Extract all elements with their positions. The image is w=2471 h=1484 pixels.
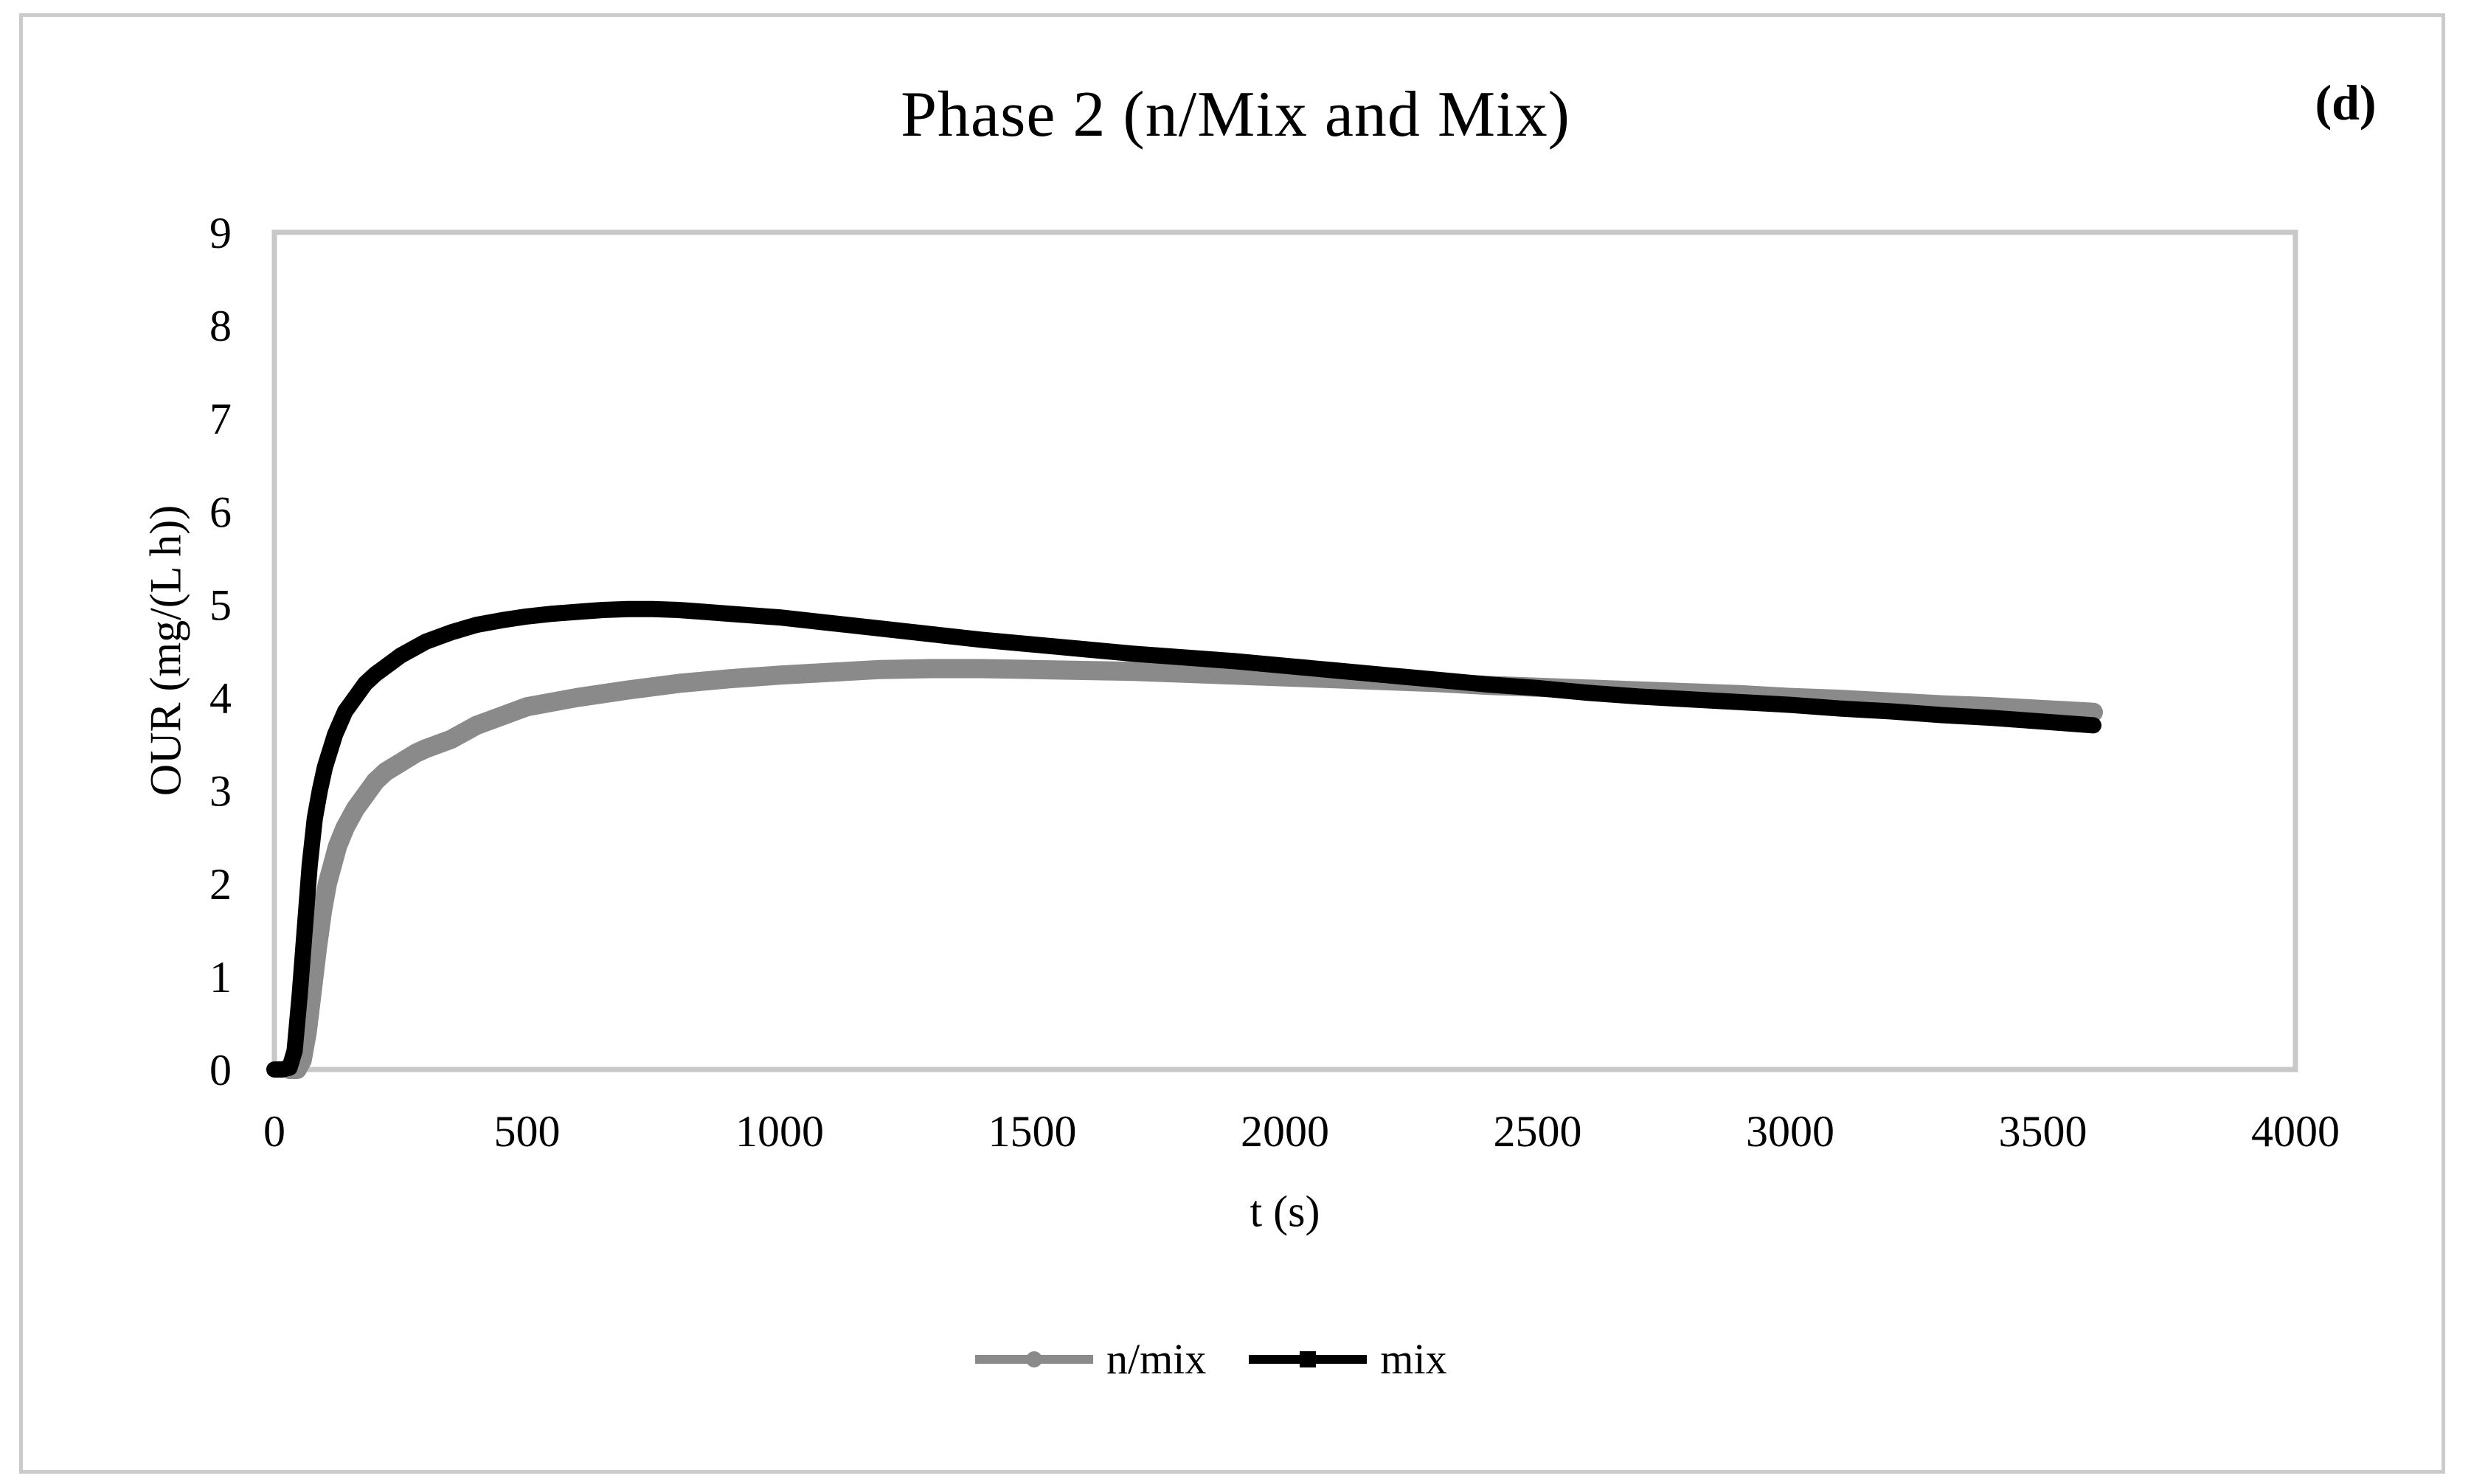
legend-label-mix: mix [1380,1335,1447,1383]
series-curve-n-mix [280,659,2103,1079]
nmix-circle-marker-icon [1026,1351,1042,1367]
nmix-line-swatch [975,1351,1093,1367]
x-tick-label: 0 [263,1107,285,1156]
panel-letter-label: (d) [2315,74,2377,131]
mix-line-swatch [1249,1351,1368,1367]
y-tick-label: 6 [209,488,232,536]
y-tick-label: 4 [209,674,232,723]
chart-legend: n/mix mix [975,1326,1447,1393]
series-curve-mix [266,600,2101,1078]
y-tick-label: 5 [209,580,232,629]
chart-title: Phase 2 (n/Mix and Mix) [901,79,1570,150]
legend-item-mix: mix [1249,1335,1447,1383]
x-tick-label: 3000 [1746,1107,1834,1156]
mix-square-marker-icon [1300,1351,1317,1367]
y-tick-label: 2 [209,860,232,909]
y-tick-label: 7 [209,395,232,443]
x-tick-label: 3500 [1999,1107,2087,1156]
x-tick-label: 4000 [2251,1107,2340,1156]
y-tick-label: 8 [209,302,232,350]
legend-item-nmix: n/mix [975,1338,1206,1381]
x-tick-label: 1000 [735,1107,824,1156]
y-tick-label: 3 [209,767,232,816]
x-tick-label: 1500 [988,1107,1077,1156]
legend-label-nmix: n/mix [1106,1335,1207,1383]
x-tick-label: 500 [494,1107,561,1156]
y-tick-label: 1 [209,953,232,1002]
y-tick-label: 0 [209,1046,232,1095]
plot-frame [271,229,2298,1072]
y-tick-label: 9 [209,209,232,257]
x-axis-title: t (s) [1250,1187,1320,1236]
x-tick-label: 2500 [1494,1107,1582,1156]
x-tick-label: 2000 [1241,1107,1329,1156]
